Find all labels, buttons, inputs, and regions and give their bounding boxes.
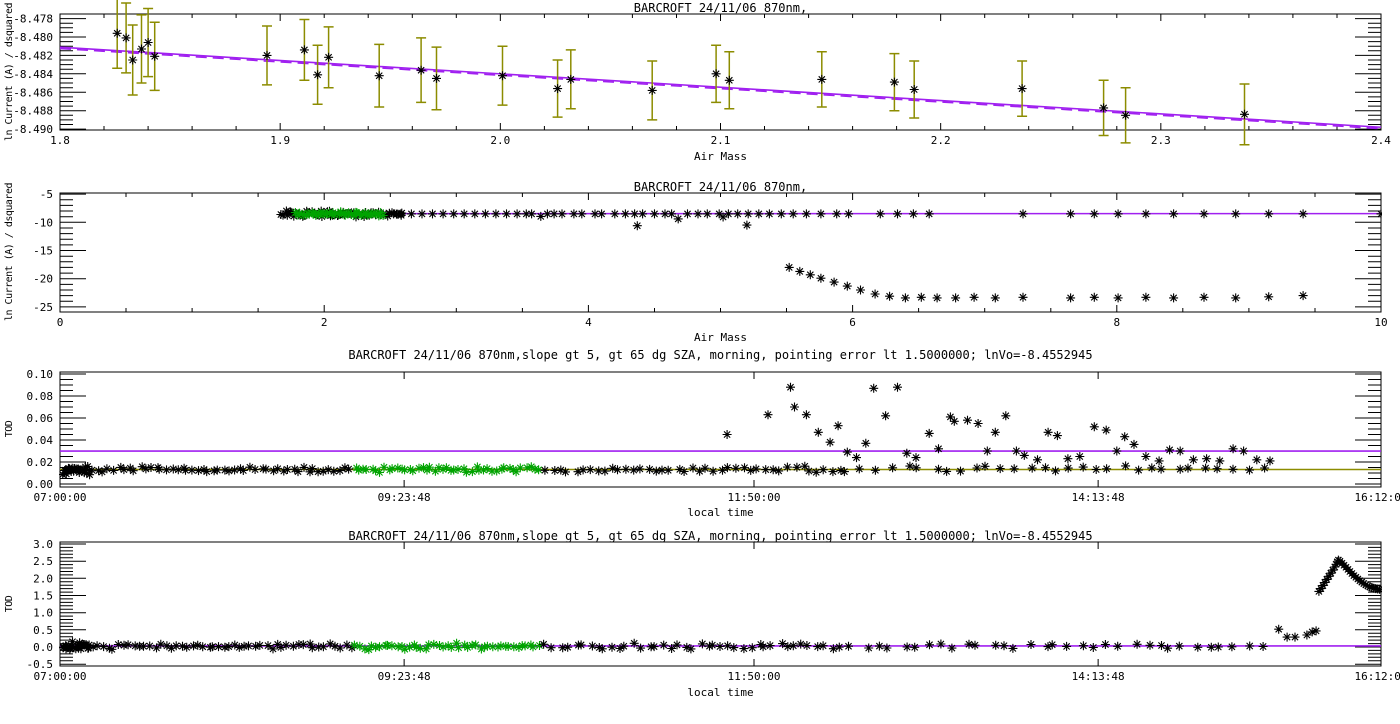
panel-2-x-tick: 2: [321, 316, 328, 329]
panel-4-tick-labels: 07:00:00 09:23:48 11:50:00 14:13:48 16:12:00…: [27, 538, 1400, 683]
panel-4: 07:00:00 09:23:48 11:50:00 14:13:48 16:12:00…: [27, 538, 1400, 683]
panel-1-y-tick: -8.482: [13, 49, 53, 62]
panel-3-x-tick: 07:00:00: [34, 491, 87, 504]
panel-4-y-tick: 2.5: [33, 555, 53, 568]
panel-2-x-tick: 4: [585, 316, 592, 329]
screenshot-root: { "figure": {"width": 1400, "height": 70…: [0, 0, 1400, 700]
panel-2-title: BARCROFT 24/11/06 870nm,: [60, 180, 1381, 194]
panel-1-tick-labels: 1.8 1.9 2.0 2.1 2.2 2.3 2.4 -8.478 -8.480 -8.482 -…: [13, 13, 1391, 147]
panel-1-y-tick: -8.490: [13, 123, 53, 136]
panel-1-y-tick: -8.478: [13, 13, 53, 26]
panel-1-y-tick: -8.488: [13, 105, 53, 118]
panel-1-fit-line: [60, 47, 1381, 127]
panel-4-x-tick: 16:12:00: [1355, 670, 1400, 683]
panel-1-x-axis-label: Air Mass: [60, 150, 1381, 163]
panel-1-x-tick: 2.2: [931, 134, 951, 147]
panel-4-y-tick: 1.0: [33, 607, 53, 620]
panel-3-x-tick: 09:23:48: [378, 491, 431, 504]
panel-3-x-tick: 14:13:48: [1072, 491, 1125, 504]
panel-2-series-afternoon-descending-branch: [785, 263, 1308, 303]
panel-3-title: BARCROFT 24/11/06 870nm,slope gt 5, gt 6…: [60, 348, 1381, 362]
panel-3-x-axis-label: local time: [60, 506, 1381, 519]
panel-4-x-axis-label: local time: [60, 686, 1381, 699]
panel-1-x-tick: 2.3: [1151, 134, 1171, 147]
panel-2-y-tick: -5: [40, 188, 53, 201]
panel-1-ticks: [60, 14, 1381, 130]
panel-1-y-tick: -8.484: [13, 68, 53, 81]
panel-1-y-tick: -8.480: [13, 31, 53, 44]
panel-1-x-tick: 1.8: [50, 134, 70, 147]
panel-2-y-tick: -25: [33, 301, 53, 314]
panel-3-x-tick: 11:50:00: [728, 491, 781, 504]
panel-3-cluster-afternoon-baseline-black: [855, 461, 1269, 476]
panel-1-plot-area: [60, 47, 1381, 128]
panel-1-x-tick: 2.1: [711, 134, 731, 147]
panel-3-y-tick: 0.00: [27, 478, 54, 491]
panel-4-plot-area: [59, 556, 1385, 655]
panel-1-x-tick: 2.4: [1371, 134, 1391, 147]
panel-2: 0 2 4 6 8 10 -5 -10 -15 -20 -25: [33, 188, 1388, 329]
panel-4-x-tick: 07:00:00: [34, 670, 87, 683]
panel-4-y-tick: 0.5: [33, 624, 53, 637]
panel-1-error-bars: [112, 0, 1249, 145]
panel-4-series-pre-sunset-bump: [1274, 625, 1320, 642]
panel-2-x-tick: 8: [1113, 316, 1120, 329]
panel-3-y-tick: 0.10: [27, 368, 54, 381]
panel-1: 1.8 1.9 2.0 2.1 2.2 2.3 2.4 -8.478 -8.480 -8.482 -…: [13, 0, 1391, 147]
panel-4-x-tick: 11:50:00: [728, 670, 781, 683]
panel-1-axes: [60, 14, 1381, 130]
panel-1-x-tick: 1.9: [270, 134, 290, 147]
panel-4-cluster-morning-baseline-black: [62, 639, 357, 653]
panel-4-y-axis-label: TOD: [4, 484, 16, 724]
panel-3-y-tick: 0.02: [27, 456, 54, 469]
panel-4-y-tick: 1.5: [33, 590, 53, 603]
panel-2-y-tick: -10: [33, 216, 53, 229]
panel-2-axes: [60, 193, 1381, 312]
panel-2-y-tick: -15: [33, 245, 53, 258]
panel-1-fit-line-dashed: [60, 49, 1381, 129]
panel-2-x-axis-label: Air Mass: [60, 331, 1381, 344]
panel-4-x-tick: 09:23:48: [378, 670, 431, 683]
panel-4-y-tick: 2.0: [33, 572, 53, 585]
panel-4-cluster-selected-green: [350, 639, 544, 654]
panel-2-y-tick: -20: [33, 273, 53, 286]
panel-4-y-tick: -0.5: [27, 658, 54, 671]
panel-2-x-tick: 6: [849, 316, 856, 329]
panel-4-y-tick: 3.0: [33, 538, 53, 551]
panel-3-y-tick: 0.08: [27, 390, 54, 403]
panel-2-plot-area: [276, 207, 1385, 303]
panel-1-y-tick: -8.486: [13, 86, 53, 99]
panel-1-x-tick: 2.0: [490, 134, 510, 147]
panel-4-y-tick: 0.0: [33, 641, 53, 654]
panel-3-y-tick: 0.04: [27, 434, 54, 447]
panel-3-x-tick: 16:12:00: [1355, 491, 1400, 504]
panel-1-title: BARCROFT 24/11/06 870nm,: [60, 1, 1381, 15]
panel-4-title: BARCROFT 24/11/06 870nm,slope gt 5, gt 6…: [60, 529, 1381, 543]
panel-3-plot-area: [58, 383, 1381, 480]
panel-3-y-tick: 0.06: [27, 412, 54, 425]
panel-2-x-tick: 10: [1374, 316, 1387, 329]
panel-2-ticks: [60, 193, 1381, 312]
panel-3-series-elevated-tod-scatter: [723, 383, 1275, 466]
panel-2-tick-labels: 0 2 4 6 8 10 -5 -10 -15 -20 -25: [33, 188, 1388, 329]
panel-4-x-tick: 14:13:48: [1072, 670, 1125, 683]
panel-1-data-points: [113, 29, 1249, 120]
panel-2-x-tick: 0: [57, 316, 64, 329]
